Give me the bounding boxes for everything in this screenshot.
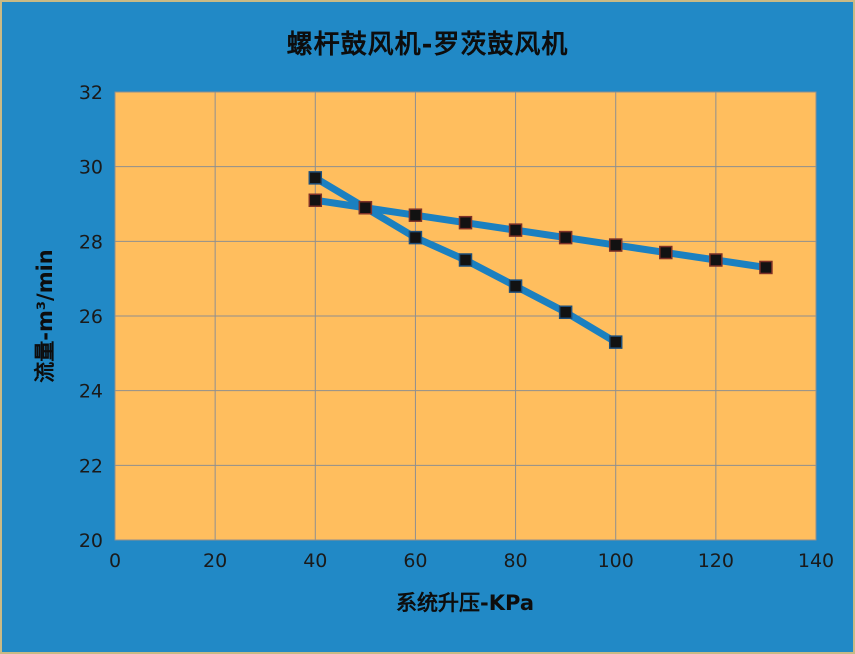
data-point-marker xyxy=(458,215,473,230)
data-point-marker xyxy=(558,230,573,245)
y-tick-label: 20 xyxy=(79,530,103,552)
data-point-marker xyxy=(408,208,423,222)
data-point-marker xyxy=(358,200,373,215)
x-tick-label: 60 xyxy=(403,550,427,572)
data-point-marker xyxy=(308,193,323,208)
data-point-marker xyxy=(608,335,623,349)
y-tick-label: 28 xyxy=(79,231,103,253)
x-tick-label: 100 xyxy=(598,550,634,572)
x-tick-label: 80 xyxy=(503,550,527,572)
data-point-marker xyxy=(508,223,523,237)
x-axis-title: 系统升压-KPa xyxy=(396,591,534,615)
y-tick-label: 30 xyxy=(79,157,103,179)
data-point-marker xyxy=(308,171,323,185)
data-point-marker xyxy=(458,253,473,267)
y-tick-label: 26 xyxy=(79,306,103,328)
x-tick-label: 20 xyxy=(203,550,227,572)
x-tick-label: 140 xyxy=(798,550,834,572)
data-point-marker xyxy=(558,305,573,320)
data-point-marker xyxy=(408,230,423,245)
y-tick-label: 24 xyxy=(79,381,103,403)
data-point-marker xyxy=(709,253,723,267)
chart-title: 螺杆鼓风机-罗茨鼓风机 xyxy=(286,30,569,60)
y-tick-label: 22 xyxy=(79,455,103,477)
data-point-marker xyxy=(508,279,523,293)
x-tick-label: 0 xyxy=(109,550,121,572)
y-tick-label: 32 xyxy=(79,82,103,104)
data-point-marker xyxy=(608,238,623,252)
data-point-marker xyxy=(659,245,673,260)
data-point-marker xyxy=(759,260,773,275)
series-line-2 xyxy=(314,196,767,271)
x-tick-label: 40 xyxy=(303,550,327,572)
x-tick-label: 120 xyxy=(698,550,734,572)
